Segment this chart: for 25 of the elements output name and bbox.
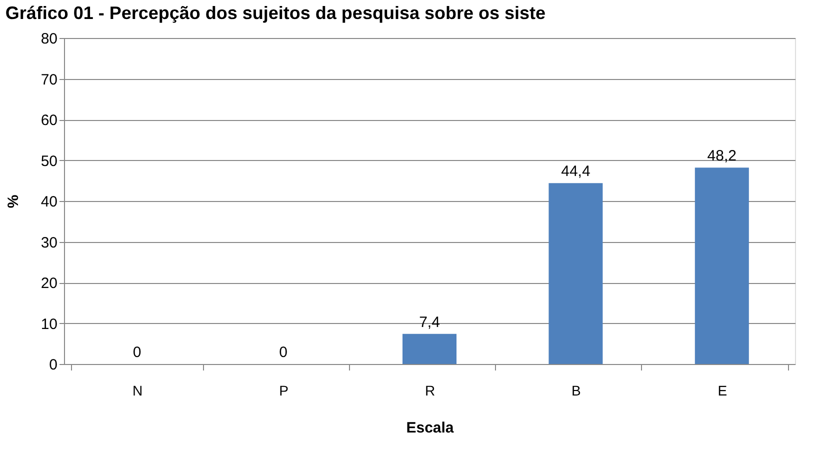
y-axis-title: %: [4, 194, 22, 208]
bar: [402, 334, 456, 364]
y-tick-label: 30: [40, 234, 58, 252]
x-tick-label: N: [132, 382, 143, 398]
x-tick-label: R: [424, 382, 436, 398]
y-tick-label: 40: [40, 194, 58, 210]
y-tick-label: 0: [49, 356, 58, 374]
chart-title: Gráfico 01 - Percepção dos sujeitos da pesquisa sobre os siste: [5, 3, 546, 23]
data-label: 44,4: [561, 163, 590, 180]
data-label: 48,2: [707, 148, 736, 165]
x-tick-label: E: [718, 382, 728, 398]
data-label: 7,4: [419, 314, 440, 331]
y-tick-label: 50: [40, 152, 58, 170]
data-label: 0: [132, 344, 142, 361]
x-axis-title: Escala: [406, 420, 454, 436]
bar: [548, 183, 603, 364]
y-tick-label: 70: [40, 71, 58, 88]
x-tick-label: B: [572, 382, 581, 398]
y-tick-label: 80: [40, 30, 58, 48]
y-tick-label: 60: [40, 112, 58, 129]
y-tick-label: 20: [40, 275, 58, 292]
bar: [694, 168, 749, 364]
data-label: 0: [279, 344, 288, 361]
x-tick-label: P: [279, 382, 288, 398]
y-tick-label: 10: [40, 316, 58, 333]
